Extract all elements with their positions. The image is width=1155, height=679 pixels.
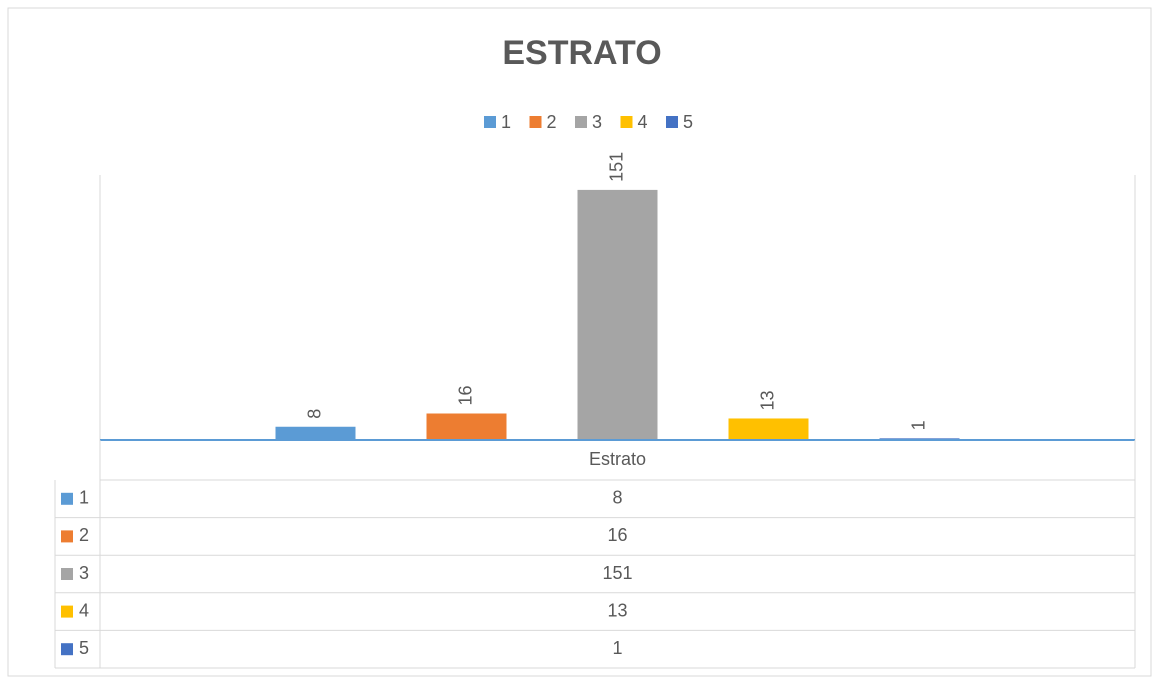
table-key bbox=[61, 643, 73, 656]
table-row-label: 4 bbox=[79, 600, 89, 620]
legend-key bbox=[484, 116, 496, 128]
table-row-label: 2 bbox=[79, 525, 89, 545]
table-cell: 16 bbox=[607, 525, 627, 545]
table-key bbox=[61, 568, 73, 580]
data-label: 13 bbox=[757, 390, 777, 410]
bar bbox=[577, 189, 658, 440]
table-header: Estrato bbox=[589, 449, 646, 469]
data-label: 8 bbox=[304, 409, 324, 419]
data-label: 1 bbox=[908, 420, 928, 430]
chart-title: ESTRATO bbox=[502, 34, 661, 72]
table-cell: 1 bbox=[612, 638, 622, 658]
legend-key bbox=[620, 116, 633, 128]
table-key bbox=[61, 530, 73, 543]
bar bbox=[728, 418, 809, 440]
table-cell: 13 bbox=[607, 600, 627, 620]
table-cell: 8 bbox=[612, 488, 622, 508]
legend-key bbox=[666, 116, 678, 128]
table-row-label: 3 bbox=[79, 563, 89, 583]
table-key bbox=[61, 492, 73, 505]
bar bbox=[275, 426, 356, 440]
legend-label: 3 bbox=[592, 112, 602, 132]
table-cell: 151 bbox=[602, 563, 632, 583]
legend-key bbox=[529, 116, 542, 128]
bar bbox=[426, 413, 507, 440]
table-row-label: 1 bbox=[79, 488, 89, 508]
table-row-label: 5 bbox=[79, 638, 89, 658]
table-key bbox=[61, 605, 73, 618]
legend-label: 5 bbox=[683, 112, 693, 132]
legend-label: 4 bbox=[638, 112, 648, 132]
legend-label: 1 bbox=[501, 112, 511, 132]
data-label: 16 bbox=[455, 385, 475, 405]
data-label: 151 bbox=[606, 152, 626, 182]
legend-key bbox=[575, 116, 587, 128]
legend-label: 2 bbox=[547, 112, 557, 132]
